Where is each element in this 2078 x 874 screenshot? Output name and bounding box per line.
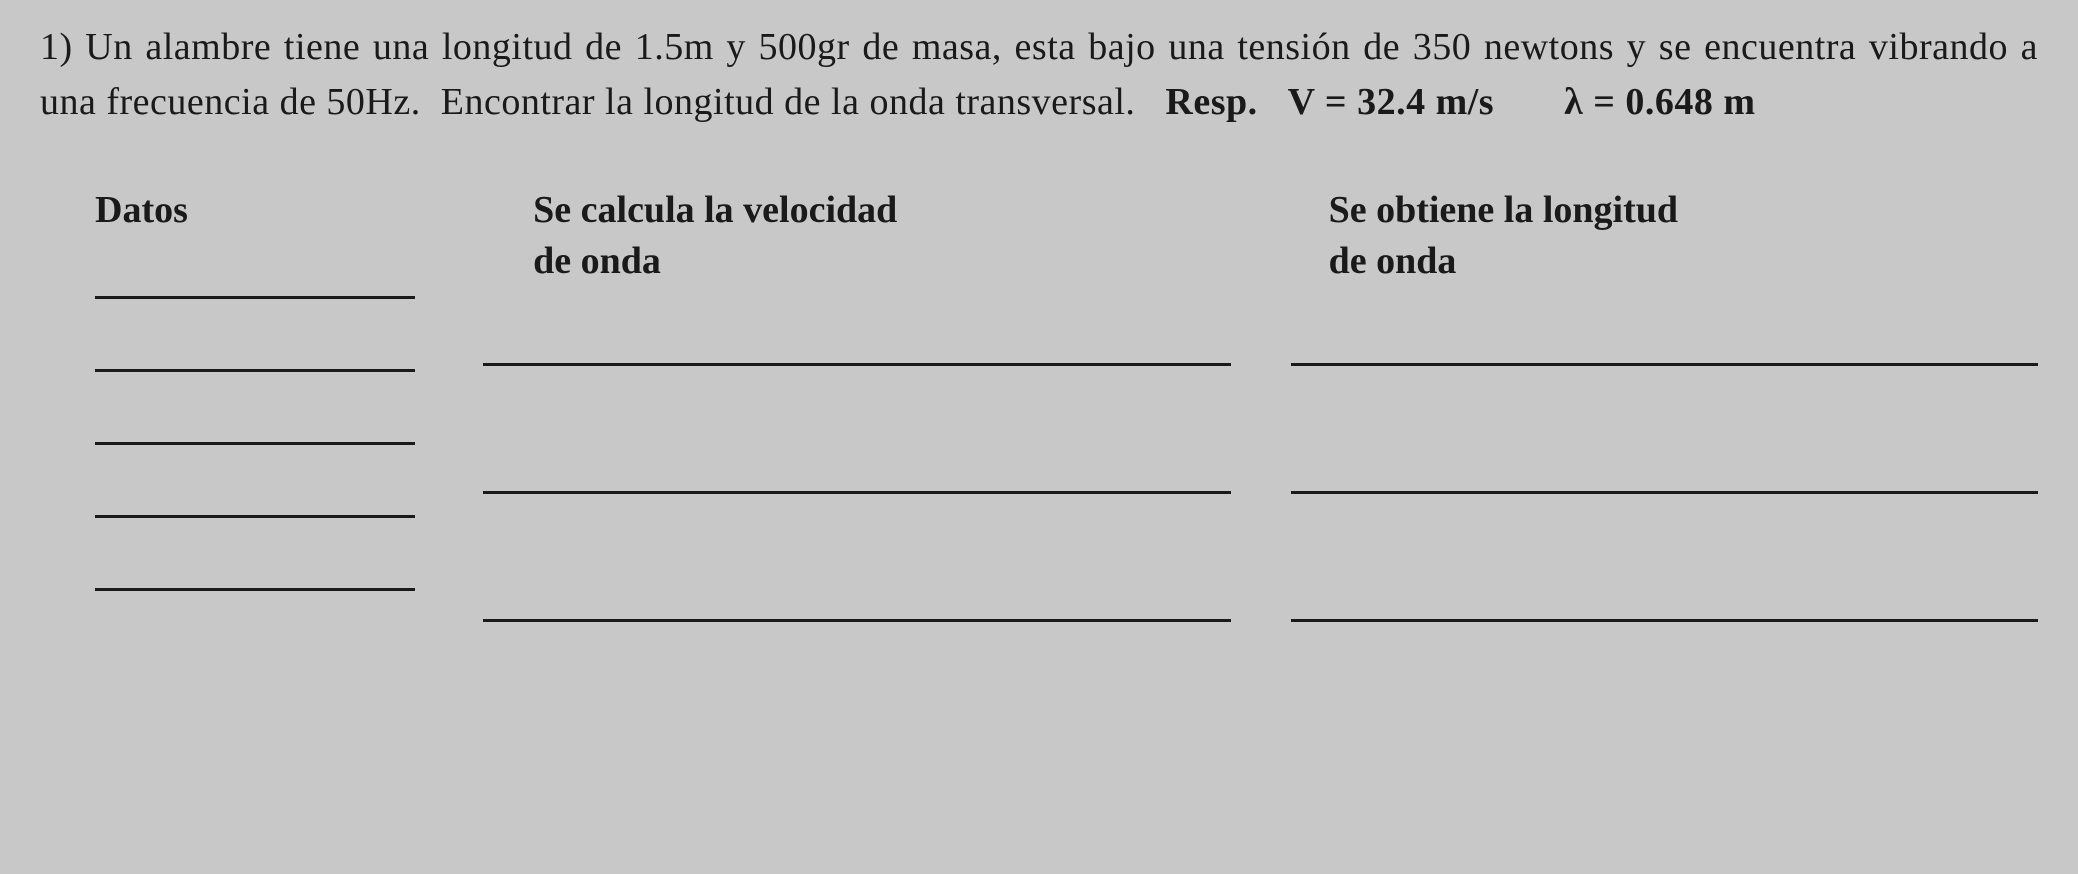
blank-line	[483, 491, 1230, 494]
resp-label: Resp.	[1165, 81, 1257, 123]
datos-header: Datos	[95, 185, 423, 236]
problem-body-2: Encontrar la longitud de la onda transve…	[441, 81, 1136, 123]
answer-velocity: V = 32.4 m/s	[1288, 81, 1494, 123]
problem-statement: 1) Un alambre tiene una longitud de 1.5m…	[40, 20, 2038, 130]
longitud-header-line1: Se obtiene la longitud	[1329, 189, 1678, 231]
column-datos: Datos	[95, 185, 423, 661]
blank-line	[95, 588, 415, 591]
velocidad-header-line2: de onda	[533, 240, 661, 282]
blank-line	[95, 369, 415, 372]
blank-line	[1291, 491, 2038, 494]
blank-line	[95, 442, 415, 445]
longitud-header: Se obtiene la longitud de onda	[1291, 185, 2038, 288]
blank-line	[95, 296, 415, 299]
problem-number: 1)	[40, 26, 73, 68]
blank-line	[483, 619, 1230, 622]
blank-line	[1291, 363, 2038, 366]
column-longitud: Se obtiene la longitud de onda	[1291, 185, 2038, 661]
velocidad-header: Se calcula la velocidad de onda	[483, 185, 1230, 288]
worksheet-columns: Datos Se calcula la velocidad de onda Se…	[40, 185, 2038, 661]
blank-line	[95, 515, 415, 518]
answer-wavelength: λ = 0.648 m	[1564, 81, 1755, 123]
velocidad-header-line1: Se calcula la velocidad	[533, 189, 897, 231]
blank-line	[483, 363, 1230, 366]
longitud-header-line2: de onda	[1329, 240, 1457, 282]
blank-line	[1291, 619, 2038, 622]
column-velocidad: Se calcula la velocidad de onda	[483, 185, 1230, 661]
